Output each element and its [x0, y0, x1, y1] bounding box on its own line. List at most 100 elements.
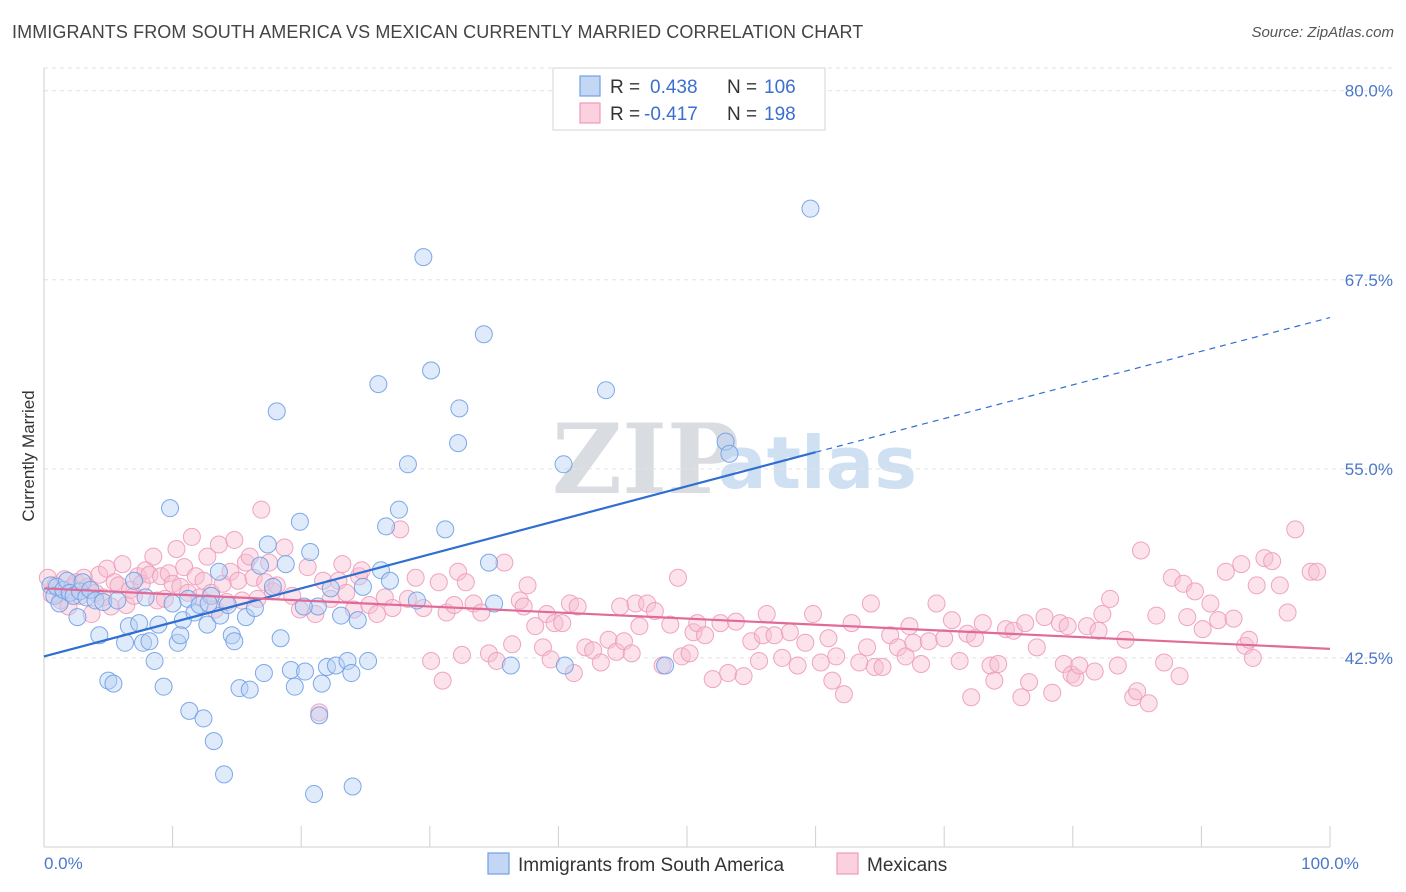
south-america-point — [125, 571, 144, 590]
mexicans-point — [298, 558, 317, 577]
mexicans-point — [607, 642, 626, 661]
mexicans-point — [368, 605, 387, 624]
south-america-point — [240, 680, 259, 699]
mexicans-point — [645, 602, 664, 621]
south-america-point — [801, 199, 820, 218]
mexicans-point — [630, 617, 649, 636]
mexicans-point — [989, 654, 1008, 673]
south-america-point — [163, 594, 182, 613]
south-america-point — [332, 606, 351, 625]
mexicans-point — [827, 647, 846, 666]
mexicans-point — [966, 629, 985, 648]
south-america-point — [263, 577, 282, 596]
y-tick-label: 42.5% — [1345, 649, 1393, 668]
series-mexicans — [38, 500, 1327, 722]
mexicans-point — [750, 651, 769, 670]
south-america-point — [449, 434, 468, 453]
mexicans-point — [684, 623, 703, 642]
mexicans-point — [398, 589, 417, 608]
mexicans-point — [479, 644, 498, 663]
legend-n-value-2: 198 — [764, 104, 796, 125]
mexicans-point — [1170, 667, 1189, 686]
mexicans-point — [611, 597, 630, 616]
south-america-point — [310, 706, 329, 725]
mexicans-point — [537, 605, 556, 624]
mexicans-point — [1108, 656, 1127, 675]
mexicans-point — [1043, 683, 1062, 702]
mexicans-point — [811, 653, 830, 672]
mexicans-point — [1147, 606, 1166, 625]
mexicans-point — [433, 671, 452, 690]
mexicans-point — [834, 685, 853, 704]
south-america-point — [474, 325, 493, 344]
south-america-point — [716, 432, 735, 451]
mexicans-point — [788, 656, 807, 675]
south-america-point — [276, 555, 295, 574]
mexicans-point — [1101, 589, 1120, 608]
south-america-point — [64, 586, 83, 605]
mexicans-point — [487, 651, 506, 670]
mexicans-point — [429, 573, 448, 592]
south-america-point — [296, 662, 315, 681]
legend-r-value-1: 0.438 — [650, 77, 698, 98]
mexicans-point — [159, 564, 178, 583]
mexicans-point — [981, 656, 1000, 675]
trend-lines — [43, 317, 1331, 658]
mexicans-point — [719, 664, 738, 683]
mexicans-point — [591, 653, 610, 672]
bottom-legend-swatch-blue — [487, 852, 510, 875]
south-america-point — [180, 701, 199, 720]
mexicans-point — [842, 614, 861, 633]
south-america-point — [104, 674, 123, 693]
mexicans-point — [1020, 673, 1039, 692]
mexicans-point — [553, 614, 572, 633]
south-america-point — [377, 517, 396, 536]
mexicans-point — [1089, 621, 1108, 640]
series-south-america — [41, 199, 820, 804]
mexicans-point — [858, 638, 877, 657]
bottom-legend-label-south-america: Immigrants from South America — [518, 855, 785, 876]
south-america-point — [326, 656, 345, 675]
mexicans-point — [1247, 576, 1266, 595]
south-america-point — [68, 608, 87, 627]
south-america-point — [254, 664, 273, 683]
south-america-point — [199, 594, 218, 613]
mexicans-point — [117, 595, 136, 614]
mexicans-point — [144, 547, 163, 566]
watermark-zip: ZIP — [552, 403, 739, 516]
mexicans-point — [622, 644, 641, 663]
south-america-point — [204, 732, 223, 751]
legend-r-label-2: R = — [610, 104, 640, 125]
mexicans-point — [796, 633, 815, 652]
mexicans-point — [1263, 552, 1282, 571]
south-america-point — [359, 651, 378, 670]
legend-r-value-2: -0.417 — [644, 104, 698, 125]
mexicans-point — [742, 632, 761, 651]
legend-n-value-1: 106 — [764, 77, 796, 98]
south-america-point — [281, 661, 300, 680]
mexicans-point — [179, 583, 198, 602]
mexicans-point — [375, 588, 394, 607]
mexicans-point — [1162, 568, 1181, 587]
mexicans-point — [942, 611, 961, 630]
mexicans-point — [422, 651, 441, 670]
mexicans-point — [406, 568, 425, 587]
south-america-point — [99, 671, 118, 690]
mexicans-point — [1209, 611, 1228, 630]
mexicans-point — [711, 614, 730, 633]
mexicans-point — [383, 599, 402, 618]
south-america-point — [554, 455, 573, 474]
mexicans-point — [1178, 608, 1197, 627]
mexicans-point — [1232, 555, 1251, 574]
south-america-point — [301, 543, 320, 562]
south-america-point — [86, 591, 105, 610]
mexicans-point — [449, 562, 468, 581]
chart-title: IMMIGRANTS FROM SOUTH AMERICA VS MEXICAN… — [12, 22, 864, 42]
mexicans-point — [962, 688, 981, 707]
south-america-point — [161, 499, 180, 518]
mexicans-point — [823, 671, 842, 690]
mexicans-point — [680, 644, 699, 663]
south-america-point — [422, 361, 441, 380]
mexicans-point — [514, 597, 533, 616]
mexicans-point — [927, 594, 946, 613]
